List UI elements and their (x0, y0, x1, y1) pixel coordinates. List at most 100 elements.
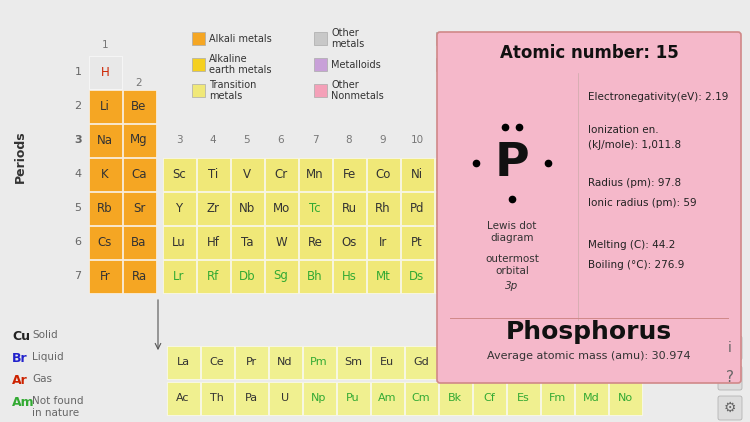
Text: Sr: Sr (133, 201, 146, 214)
Text: 7: 7 (312, 135, 318, 145)
Text: 1: 1 (102, 40, 108, 50)
Bar (122, 192, 155, 225)
Bar (400, 260, 433, 292)
Bar (122, 124, 155, 157)
Bar (332, 157, 365, 190)
Bar (302, 346, 335, 379)
Bar (367, 260, 400, 292)
Text: Os: Os (341, 235, 357, 249)
Text: P: P (495, 141, 530, 186)
Text: Ho: Ho (515, 357, 530, 367)
Bar (541, 346, 574, 379)
Text: K: K (101, 168, 109, 181)
Text: Mg: Mg (130, 133, 148, 146)
FancyBboxPatch shape (718, 396, 742, 420)
Bar (88, 89, 122, 122)
Text: Fr: Fr (100, 270, 110, 282)
Text: Ionization en.: Ionization en. (588, 125, 658, 135)
Text: Sc: Sc (172, 168, 186, 181)
Bar (314, 32, 327, 45)
Text: 1: 1 (448, 135, 454, 145)
Bar (192, 32, 205, 45)
Text: Mt: Mt (376, 270, 391, 282)
Bar (434, 260, 467, 292)
Text: Transition
metals: Transition metals (209, 80, 256, 101)
Text: Ra: Ra (131, 270, 146, 282)
Text: Re: Re (308, 235, 322, 249)
Text: Np: Np (311, 393, 327, 403)
Bar (608, 381, 641, 414)
Bar (367, 157, 400, 190)
Bar (122, 260, 155, 292)
Text: Co: Co (375, 168, 391, 181)
Bar (298, 192, 332, 225)
Bar (166, 381, 200, 414)
Bar (400, 192, 433, 225)
Text: Am: Am (378, 393, 396, 403)
Bar (370, 346, 404, 379)
Text: Electronegativity(eV): 2.19: Electronegativity(eV): 2.19 (588, 92, 728, 102)
Text: 5: 5 (244, 135, 250, 145)
Bar (337, 346, 370, 379)
Text: Ir: Ir (379, 235, 387, 249)
Text: Solid: Solid (32, 330, 58, 340)
Bar (88, 260, 122, 292)
Text: Rf: Rf (207, 270, 219, 282)
FancyBboxPatch shape (437, 32, 741, 383)
Text: Boiling (°C): 276.9: Boiling (°C): 276.9 (588, 260, 684, 270)
Text: Halogens: Halogens (453, 33, 499, 43)
Bar (265, 157, 298, 190)
Bar (88, 225, 122, 259)
Bar (196, 260, 230, 292)
Text: Ionic radius (pm): 59: Ionic radius (pm): 59 (588, 198, 697, 208)
Bar (200, 381, 233, 414)
Text: A: A (447, 201, 455, 214)
Bar (163, 225, 196, 259)
Text: Eu: Eu (380, 357, 394, 367)
Text: C: C (447, 168, 455, 181)
Text: Average atomic mass (amu): 30.974: Average atomic mass (amu): 30.974 (488, 351, 691, 361)
Bar (332, 225, 365, 259)
Text: Ta: Ta (241, 235, 254, 249)
Text: Metalloids: Metalloids (331, 60, 381, 70)
Text: Bh: Bh (308, 270, 322, 282)
Text: 3: 3 (74, 135, 82, 145)
Bar (196, 192, 230, 225)
Bar (506, 346, 539, 379)
Bar (298, 225, 332, 259)
Text: Br: Br (12, 352, 28, 365)
Bar (265, 260, 298, 292)
Text: Pt: Pt (411, 235, 423, 249)
Text: Md: Md (583, 393, 599, 403)
Text: Bk: Bk (448, 393, 462, 403)
Bar (506, 381, 539, 414)
Bar (434, 157, 467, 190)
Bar (298, 260, 332, 292)
Text: Tb: Tb (448, 357, 462, 367)
Bar (404, 346, 437, 379)
Bar (230, 225, 263, 259)
Text: Other
metals: Other metals (331, 28, 364, 49)
Text: outermost
orbital: outermost orbital (485, 254, 539, 276)
Text: Cu: Cu (12, 330, 30, 343)
Bar (541, 381, 574, 414)
Bar (302, 381, 335, 414)
Text: Li: Li (100, 100, 110, 113)
Text: Zr: Zr (206, 201, 220, 214)
Text: La: La (176, 357, 190, 367)
Text: ?: ? (726, 371, 734, 386)
Bar (88, 157, 122, 190)
Bar (230, 157, 263, 190)
Text: Sm: Sm (344, 357, 362, 367)
Text: Mo: Mo (272, 201, 290, 214)
FancyBboxPatch shape (718, 366, 742, 390)
Text: Ds: Ds (410, 270, 424, 282)
Text: Hf: Hf (206, 235, 220, 249)
Text: Mn: Mn (306, 168, 324, 181)
Text: Radius (pm): 97.8: Radius (pm): 97.8 (588, 178, 681, 188)
Text: Pu: Pu (346, 393, 360, 403)
Bar (332, 260, 365, 292)
Bar (314, 84, 327, 97)
Text: 6: 6 (74, 237, 82, 247)
Text: Ru: Ru (341, 201, 356, 214)
